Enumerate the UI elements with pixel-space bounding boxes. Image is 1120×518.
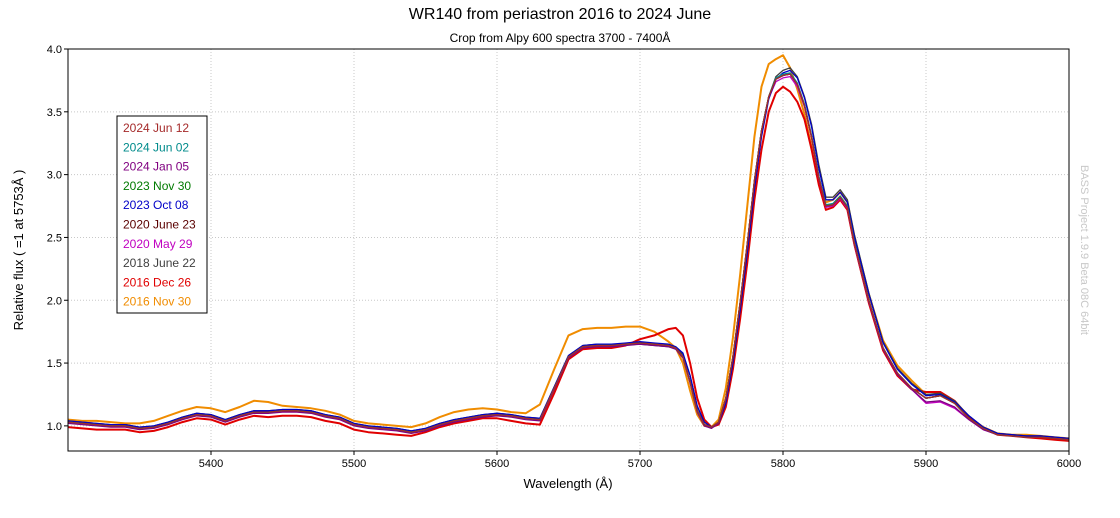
legend-box — [116, 115, 208, 314]
x-tick-label: 5500 — [342, 458, 366, 470]
watermark-text: BASS Project 1.9.9 Beta 08C 64bit — [1078, 165, 1090, 335]
legend-entry: 2024 Jan 05 — [123, 160, 189, 174]
series-lines — [67, 54, 1070, 442]
grid — [68, 49, 1069, 451]
x-tick-label: 5600 — [485, 458, 509, 470]
legend-entry: 2018 June 22 — [123, 256, 196, 270]
y-tick-label: 2.5 — [47, 232, 62, 244]
legend-entry: 2024 Jun 02 — [123, 140, 189, 154]
x-tick-label: 5400 — [199, 458, 223, 470]
y-axis-label: Relative flux ( =1 at 5753Å ) — [11, 170, 26, 331]
legend-entry: 2020 June 23 — [123, 218, 196, 232]
legend: 2024 Jun 12 2024 Jun 02 2024 Jan 05 2023 No… — [116, 115, 208, 314]
y-tick-label: 1.0 — [47, 421, 62, 433]
y-tick-label: 2.0 — [47, 295, 62, 307]
legend-entry: 2020 May 29 — [123, 237, 193, 251]
y-tick-label: 4.0 — [47, 44, 62, 56]
x-tick-label: 5900 — [914, 458, 938, 470]
legend-entry: 2023 Nov 30 — [123, 179, 191, 193]
x-tick-label: 6000 — [1057, 458, 1081, 470]
series-line — [67, 69, 1070, 440]
x-tick-label: 5800 — [771, 458, 795, 470]
watermark: BASS Project 1.9.9 Beta 08C 64bit — [1078, 165, 1094, 355]
legend-entry: 2023 Oct 08 — [123, 198, 189, 212]
chart-subtitle: Crop from Alpy 600 spectra 3700 - 7400Å — [449, 31, 671, 45]
x-tick-labels: 5400 5500 5600 5700 5800 5900 6000 — [199, 451, 1081, 470]
legend-entry: 2016 Dec 26 — [123, 275, 191, 289]
x-tick-label: 5700 — [628, 458, 652, 470]
x-axis-label: Wavelength (Å) — [523, 476, 612, 491]
plot-frame — [67, 48, 1070, 452]
legend-entry: 2024 Jun 12 — [123, 121, 189, 135]
chart-title: WR140 from periastron 2016 to 2024 June — [408, 6, 712, 23]
y-tick-label: 3.5 — [47, 107, 62, 119]
y-tick-labels: 1.0 1.5 2.0 2.5 3.0 3.5 4.0 — [47, 44, 68, 433]
legend-entry: 2016 Nov 30 — [123, 295, 191, 309]
y-tick-label: 3.0 — [47, 170, 62, 182]
y-tick-label: 1.5 — [47, 358, 62, 370]
series-line — [67, 73, 1070, 441]
plot-area — [68, 49, 1069, 451]
